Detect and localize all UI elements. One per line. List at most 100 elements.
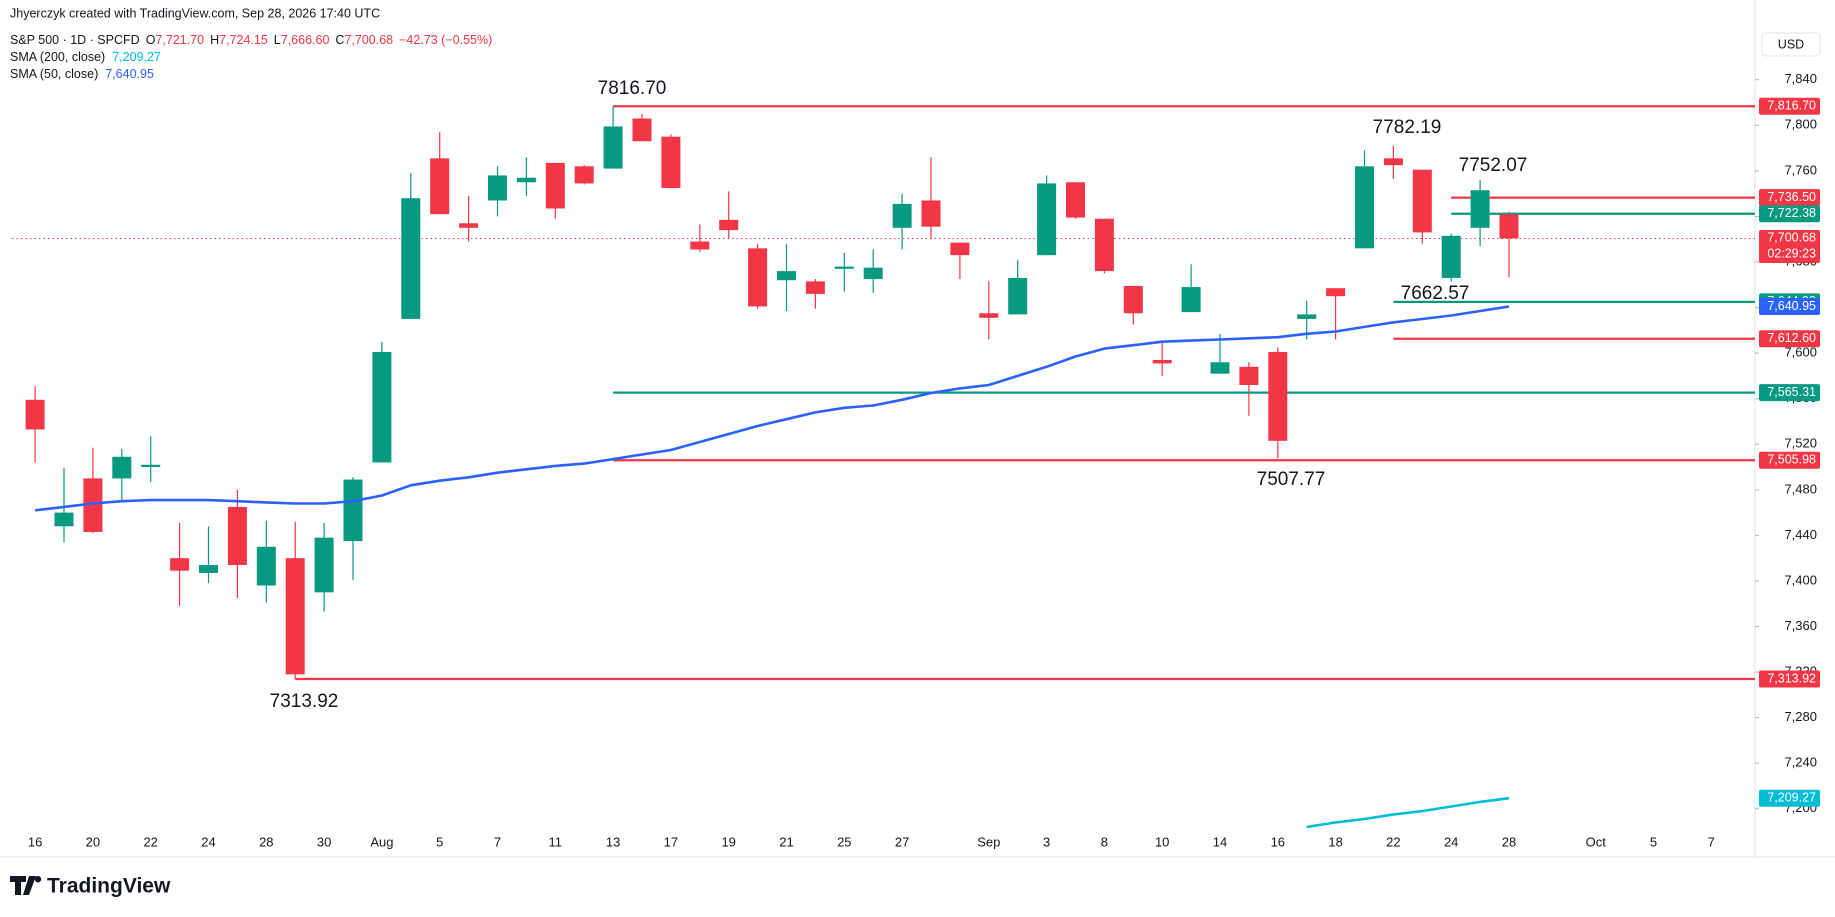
price-badge xyxy=(1759,384,1820,402)
ohlc-value: 7,724.15 xyxy=(219,33,268,47)
logo[interactable]: TradingView xyxy=(10,875,171,898)
ohlc-value: 7,721.70 xyxy=(155,33,204,47)
candle-body xyxy=(777,271,796,281)
x-tick-label: 17 xyxy=(664,834,678,849)
price-badge xyxy=(1759,97,1820,115)
credit: Jhyerczyk created with TradingView.com, … xyxy=(10,6,380,20)
candle-body xyxy=(343,479,363,542)
logo-text[interactable]: TradingView xyxy=(47,875,171,898)
candle-body xyxy=(719,219,739,231)
x-tick-label: 30 xyxy=(317,834,331,849)
price-annotation: 7313.92 xyxy=(270,691,339,712)
y-tick-label: 7,600 xyxy=(1784,345,1817,360)
price-badge xyxy=(1759,189,1820,207)
price-badge xyxy=(1759,789,1820,807)
x-tick-label: 24 xyxy=(201,834,215,849)
candle-body xyxy=(112,456,132,479)
x-tick-label: 16 xyxy=(28,834,42,849)
price-badge-label: 7,736.50 xyxy=(1767,190,1816,204)
candle-body xyxy=(314,537,334,593)
last-price-badge xyxy=(1759,229,1820,263)
x-tick-label: Sep xyxy=(977,834,1000,849)
price-badge-label: 7,816.70 xyxy=(1767,99,1816,113)
candle-body xyxy=(1297,314,1317,319)
x-tick-label: 24 xyxy=(1444,834,1458,849)
candle-body xyxy=(1210,362,1230,374)
sma-line xyxy=(1306,796,1510,829)
price-badge-label: 7,612.60 xyxy=(1767,331,1816,345)
price-annotation: 7782.19 xyxy=(1373,117,1442,138)
x-tick-label: 13 xyxy=(606,834,620,849)
price-badge-label: 7,313.92 xyxy=(1767,671,1816,685)
y-tick-label: 7,520 xyxy=(1784,436,1817,451)
candle-body xyxy=(545,162,565,209)
candle-body xyxy=(1268,351,1288,441)
candle-body xyxy=(1383,158,1403,166)
x-tick-label: 28 xyxy=(259,834,273,849)
candle-body xyxy=(1326,288,1346,297)
sma-layer xyxy=(34,305,1510,829)
symbol-row: S&P 500 · 1D · SPCFD O7,721.70 H7,724.15 L7… xyxy=(10,33,492,47)
candles-layer xyxy=(25,106,1519,680)
price-annotation: 7507.77 xyxy=(1257,469,1326,490)
y-tick-label: 7,280 xyxy=(1784,709,1817,724)
candle-body xyxy=(1441,235,1461,278)
candle-body xyxy=(401,198,421,319)
price-annotation: 7662.57 xyxy=(1401,283,1470,304)
candle-body xyxy=(1239,366,1259,386)
logo-icon[interactable] xyxy=(10,876,42,895)
candle-body xyxy=(1412,169,1432,233)
x-tick-label: 27 xyxy=(895,834,909,849)
candle-body xyxy=(199,565,218,573)
usd-box[interactable] xyxy=(1761,32,1821,57)
x-tick-label: 22 xyxy=(143,834,157,849)
candle-body xyxy=(574,166,594,184)
x-tick-label: 20 xyxy=(86,834,100,849)
y-tick-label: 7,800 xyxy=(1784,117,1817,132)
sma-legend: SMA (200, close) 7,209.27 xyxy=(10,50,161,64)
y-tick-label: 7,760 xyxy=(1784,162,1817,177)
candle-body xyxy=(25,399,45,430)
candle-body xyxy=(54,512,74,527)
currency[interactable]: USD xyxy=(1778,37,1804,51)
usd-button[interactable]: USD xyxy=(1761,32,1821,57)
sma-name: SMA (50, close) xyxy=(10,67,98,81)
price-badge xyxy=(1759,205,1820,223)
x-tick-label: 5 xyxy=(1650,834,1657,849)
candle-body xyxy=(1066,182,1085,218)
sma-name: SMA (200, close) xyxy=(10,50,105,64)
x-tick-label: 18 xyxy=(1328,834,1342,849)
x-tick-label: 11 xyxy=(549,834,563,849)
y-tick-label: 7,240 xyxy=(1784,755,1817,770)
x-tick-label: 19 xyxy=(721,834,735,849)
countdown: 02:29:23 xyxy=(1767,247,1816,261)
x-tick-label: 25 xyxy=(837,834,851,849)
change: −42.73 (−0.55%) xyxy=(399,33,492,47)
price-annotation: 7816.70 xyxy=(598,78,667,99)
x-tick-label: 28 xyxy=(1502,834,1516,849)
x-tick-label: 10 xyxy=(1155,834,1169,849)
price-badge-label: 7,722.38 xyxy=(1767,206,1816,220)
price-badge-label: 7,565.31 xyxy=(1767,385,1816,399)
ohlc-key: L xyxy=(274,33,281,47)
candle-body xyxy=(488,175,507,201)
candle-body xyxy=(979,313,999,318)
candle-body xyxy=(632,118,652,142)
price-badge xyxy=(1759,670,1820,688)
x-tick-label: Aug xyxy=(370,834,393,849)
y-tick-label: 7,480 xyxy=(1784,481,1817,496)
sma-line xyxy=(34,305,1510,512)
candle-body xyxy=(892,203,912,228)
x-tick-label: 16 xyxy=(1271,834,1285,849)
y-tick-label: 7,840 xyxy=(1784,71,1817,86)
candle-body xyxy=(141,464,161,468)
x-tick-label: 7 xyxy=(1708,834,1715,849)
candle-body xyxy=(170,558,190,571)
candle-body xyxy=(748,248,768,307)
candle-body xyxy=(1499,214,1519,239)
sma-badge-label: 7,209.27 xyxy=(1767,791,1816,805)
sma-value: 7,209.27 xyxy=(112,50,161,64)
candle-body xyxy=(1037,183,1057,256)
x-tick-label: 22 xyxy=(1386,834,1400,849)
price-badge xyxy=(1759,451,1820,469)
